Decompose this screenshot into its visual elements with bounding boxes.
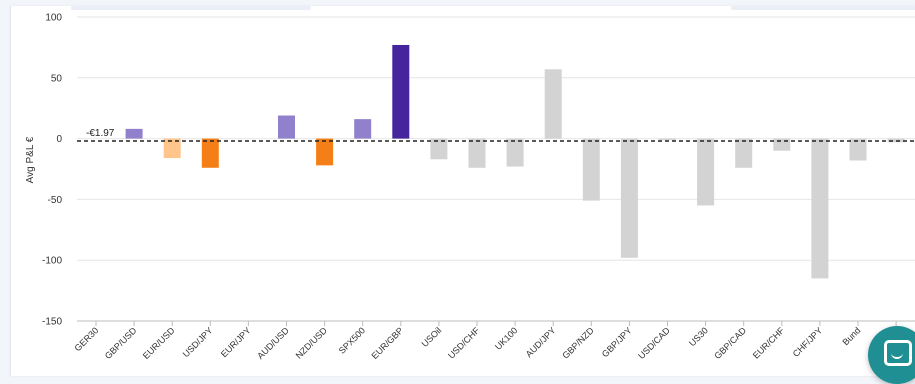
- bar: [544, 69, 562, 139]
- top-tab-strip: [71, 6, 311, 10]
- y-tick-label: -150: [42, 317, 62, 328]
- y-tick-label: -100: [42, 256, 62, 267]
- y-tick-label: 50: [51, 73, 63, 84]
- x-tick-label: Bund: [840, 325, 862, 347]
- x-tick-label: EUR/USD: [141, 325, 177, 361]
- bar: [354, 119, 372, 139]
- bar: [506, 138, 524, 167]
- bar: [430, 138, 448, 160]
- x-tick-label: USOil: [420, 325, 444, 349]
- x-tick-label: EUR/JPY: [219, 325, 253, 359]
- x-tick-label: GBP/NZD: [560, 325, 596, 361]
- x-tick-label: USD/CAD: [636, 325, 672, 361]
- bar: [125, 128, 143, 139]
- bar: [697, 138, 715, 206]
- x-tick-label: GBP/CAD: [712, 325, 748, 361]
- x-tick-label: USD/CHF: [446, 325, 482, 361]
- y-tick-label: 100: [45, 13, 62, 24]
- x-tick-label: GER30: [72, 325, 100, 353]
- x-tick-label: US30: [687, 325, 710, 348]
- x-tick-label: UK100: [493, 325, 520, 352]
- y-axis-title: Avg P&L €: [25, 136, 36, 183]
- x-tick-label: AUD/USD: [255, 325, 291, 361]
- x-tick-label: GBP/JPY: [600, 325, 634, 359]
- top-tab-strip: [731, 6, 915, 10]
- bar: [620, 138, 638, 258]
- bar: [849, 138, 867, 161]
- bar: [163, 138, 181, 159]
- bar: [278, 115, 295, 139]
- x-tick-label: SPX500: [337, 325, 367, 355]
- x-tick-label: CHF/JPY: [791, 325, 825, 359]
- chat-button[interactable]: [868, 326, 915, 384]
- x-tick-label: AUD/JPY: [524, 325, 558, 359]
- average-reference-label: -€1.97: [86, 128, 115, 139]
- bar: [201, 138, 219, 168]
- bar: [316, 138, 334, 166]
- bar: [659, 138, 676, 141]
- y-tick-label: 0: [56, 134, 62, 145]
- y-tick-label: -50: [48, 195, 63, 206]
- chat-icon: [884, 340, 912, 366]
- bar: [735, 138, 753, 168]
- bar: [392, 44, 410, 139]
- x-tick-label: GBP/USD: [103, 325, 139, 361]
- bar: [811, 138, 829, 279]
- bar: [468, 138, 486, 168]
- x-tick-label: USD/JPY: [181, 325, 215, 359]
- x-tick-label: EUR/CHF: [751, 325, 787, 361]
- x-tick-label: NZD/USD: [294, 325, 330, 361]
- bar: [582, 138, 600, 201]
- chart-card: [10, 6, 915, 376]
- x-tick-label: EUR/GBP: [369, 325, 405, 361]
